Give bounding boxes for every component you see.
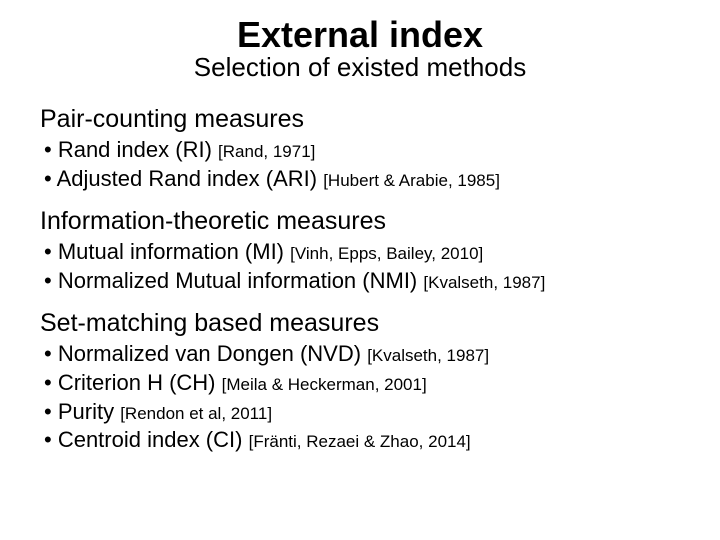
slide: External index Selection of existed meth… [0,0,720,540]
list-item: Rand index (RI) [Rand, 1971] [40,136,680,165]
item-text: Rand index (RI) [58,137,212,162]
list-item: Mutual information (MI) [Vinh, Epps, Bai… [40,238,680,267]
slide-subtitle: Selection of existed methods [40,52,680,83]
item-citation: [Rendon et al, 2011] [120,404,272,423]
item-citation: [Rand, 1971] [218,142,315,161]
bullet-list: Mutual information (MI) [Vinh, Epps, Bai… [40,238,680,295]
bullet-list: Normalized van Dongen (NVD) [Kvalseth, 1… [40,340,680,454]
bullet-list: Rand index (RI) [Rand, 1971] Adjusted Ra… [40,136,680,193]
list-item: Centroid index (CI) [Fränti, Rezaei & Zh… [40,426,680,455]
item-text: Normalized van Dongen (NVD) [58,341,361,366]
item-text: Normalized Mutual information (NMI) [58,268,417,293]
item-text: Purity [58,399,114,424]
list-item: Normalized Mutual information (NMI) [Kva… [40,267,680,296]
list-item: Normalized van Dongen (NVD) [Kvalseth, 1… [40,340,680,369]
item-citation: [Kvalseth, 1987] [423,273,545,292]
slide-title: External index [40,14,680,56]
item-citation: [Hubert & Arabie, 1985] [323,171,500,190]
item-citation: [Fränti, Rezaei & Zhao, 2014] [249,432,471,451]
list-item: Criterion H (CH) [Meila & Heckerman, 200… [40,369,680,398]
item-text: Adjusted Rand index (ARI) [57,166,317,191]
list-item: Purity [Rendon et al, 2011] [40,398,680,427]
item-text: Centroid index (CI) [58,427,243,452]
item-text: Criterion H (CH) [58,370,216,395]
list-item: Adjusted Rand index (ARI) [Hubert & Arab… [40,165,680,194]
item-citation: [Kvalseth, 1987] [367,346,489,365]
section-heading: Information-theoretic measures [40,207,680,236]
item-citation: [Meila & Heckerman, 2001] [222,375,427,394]
item-citation: [Vinh, Epps, Bailey, 2010] [290,244,483,263]
section-heading: Pair-counting measures [40,105,680,134]
item-text: Mutual information (MI) [58,239,284,264]
section-heading: Set-matching based measures [40,309,680,338]
